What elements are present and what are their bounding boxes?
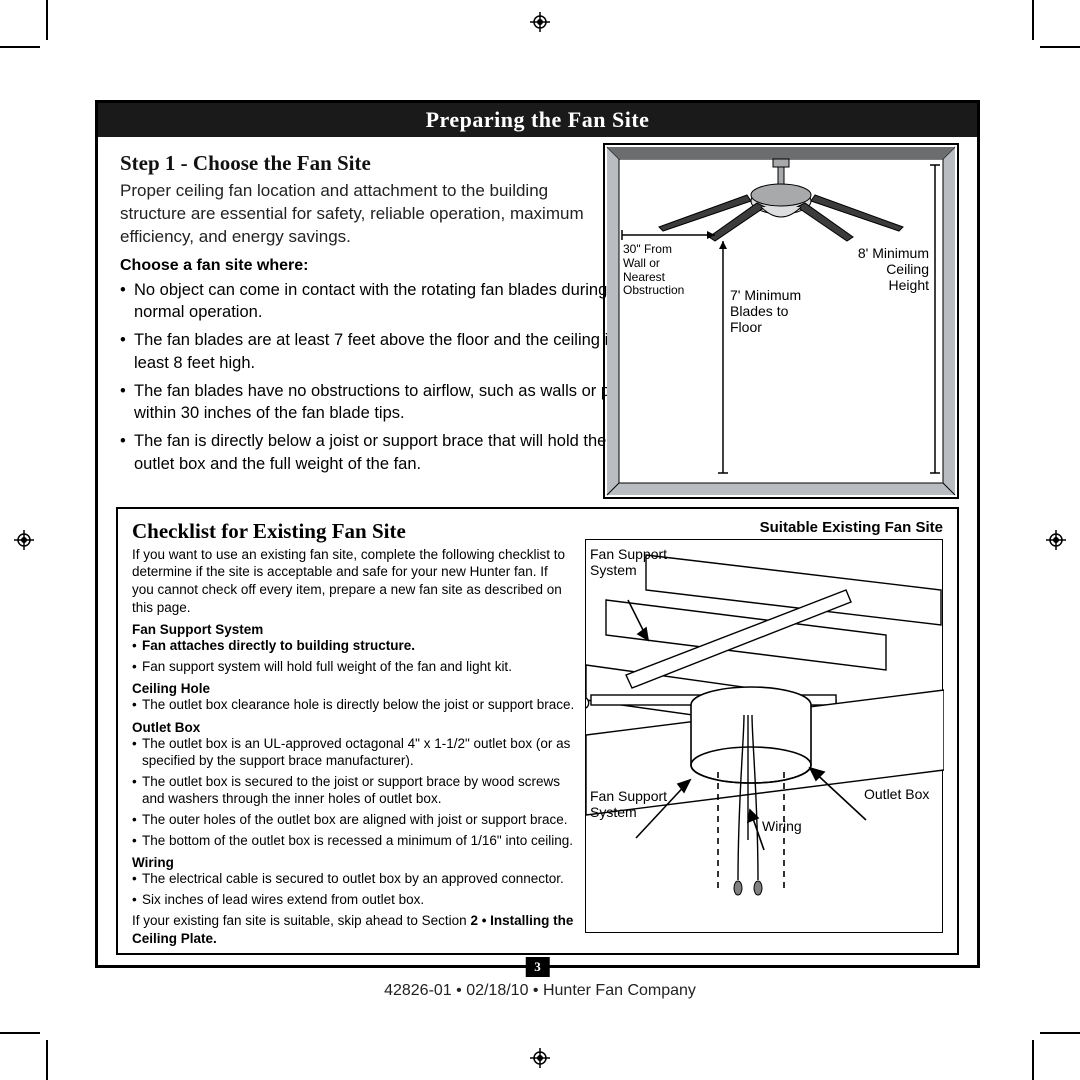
page-title: Preparing the Fan Site — [98, 103, 977, 137]
checklist-item: The outlet box is secured to the joist o… — [132, 773, 582, 808]
crop-mark — [1040, 46, 1080, 48]
step1-intro: Proper ceiling fan location and attachme… — [120, 180, 610, 249]
bullet-item: The fan blades are at least 7 feet above… — [120, 329, 650, 374]
footer: 42826-01 • 02/18/10 • Hunter Fan Company — [0, 982, 1080, 1000]
registration-mark-icon — [530, 12, 550, 32]
fan-clearance-diagram: 30" From Wall or Nearest Obstruction 7' … — [603, 143, 959, 499]
step1-bullets: No object can come in contact with the r… — [120, 279, 650, 475]
diagram2-support-label-top: Fan Support System — [590, 546, 680, 578]
diagram2-wiring-label: Wiring — [762, 818, 802, 834]
crop-mark — [46, 0, 48, 40]
skip-prefix: If your existing fan site is suitable, s… — [132, 913, 470, 928]
checklist-intro: If you want to use an existing fan site,… — [132, 546, 572, 616]
checklist-group-list: The electrical cable is secured to outle… — [132, 870, 582, 908]
diagram2-title: Suitable Existing Fan Site — [760, 519, 943, 536]
checklist-item: Fan attaches directly to building struct… — [132, 637, 582, 655]
page-number: 3 — [525, 957, 550, 977]
checklist-group-list: Fan attaches directly to building struct… — [132, 637, 582, 675]
checklist-group-list: The outlet box clearance hole is directl… — [132, 696, 582, 714]
registration-mark-icon — [1046, 530, 1066, 550]
bullet-item: The fan is directly below a joist or sup… — [120, 430, 650, 475]
checklist-item: The outlet box is an UL-approved octagon… — [132, 735, 582, 770]
bullet-item: The fan blades have no obstructions to a… — [120, 380, 650, 425]
bullet-item: No object can come in contact with the r… — [120, 279, 650, 324]
crop-mark — [1032, 0, 1034, 40]
diagram2-support-label-bottom: Fan Support System — [590, 788, 680, 820]
crop-mark — [1040, 1032, 1080, 1034]
crop-mark — [1032, 1040, 1034, 1080]
step1-section: Step 1 - Choose the Fan Site Proper ceil… — [98, 137, 977, 489]
diagram1-blades-label: 7' Minimum Blades to Floor — [730, 287, 810, 335]
checklist-item: The outlet box clearance hole is directl… — [132, 696, 582, 714]
crop-mark — [0, 1032, 40, 1034]
existing-fan-site-diagram: Fan Support System Fan Support System Wi… — [585, 539, 943, 933]
checklist-box: Checklist for Existing Fan Site If you w… — [116, 507, 959, 955]
checklist-item: Six inches of lead wires extend from out… — [132, 891, 582, 909]
checklist-item: The electrical cable is secured to outle… — [132, 870, 582, 888]
crop-mark — [0, 46, 40, 48]
page-frame: Preparing the Fan Site Step 1 - Choose t… — [95, 100, 980, 968]
registration-mark-icon — [14, 530, 34, 550]
crop-mark — [46, 1040, 48, 1080]
checklist-item: Fan support system will hold full weight… — [132, 658, 582, 676]
registration-mark-icon — [530, 1048, 550, 1068]
checklist-item: The bottom of the outlet box is recessed… — [132, 832, 582, 850]
diagram1-ceiling-label: 8' Minimum Ceiling Height — [849, 245, 929, 293]
diagram1-wall-label: 30" From Wall or Nearest Obstruction — [623, 243, 693, 298]
checklist-group-list: The outlet box is an UL-approved octagon… — [132, 735, 582, 849]
checklist-item: The outer holes of the outlet box are al… — [132, 811, 582, 829]
diagram2-outlet-label: Outlet Box — [864, 786, 929, 802]
checklist-skip: If your existing fan site is suitable, s… — [132, 912, 582, 947]
